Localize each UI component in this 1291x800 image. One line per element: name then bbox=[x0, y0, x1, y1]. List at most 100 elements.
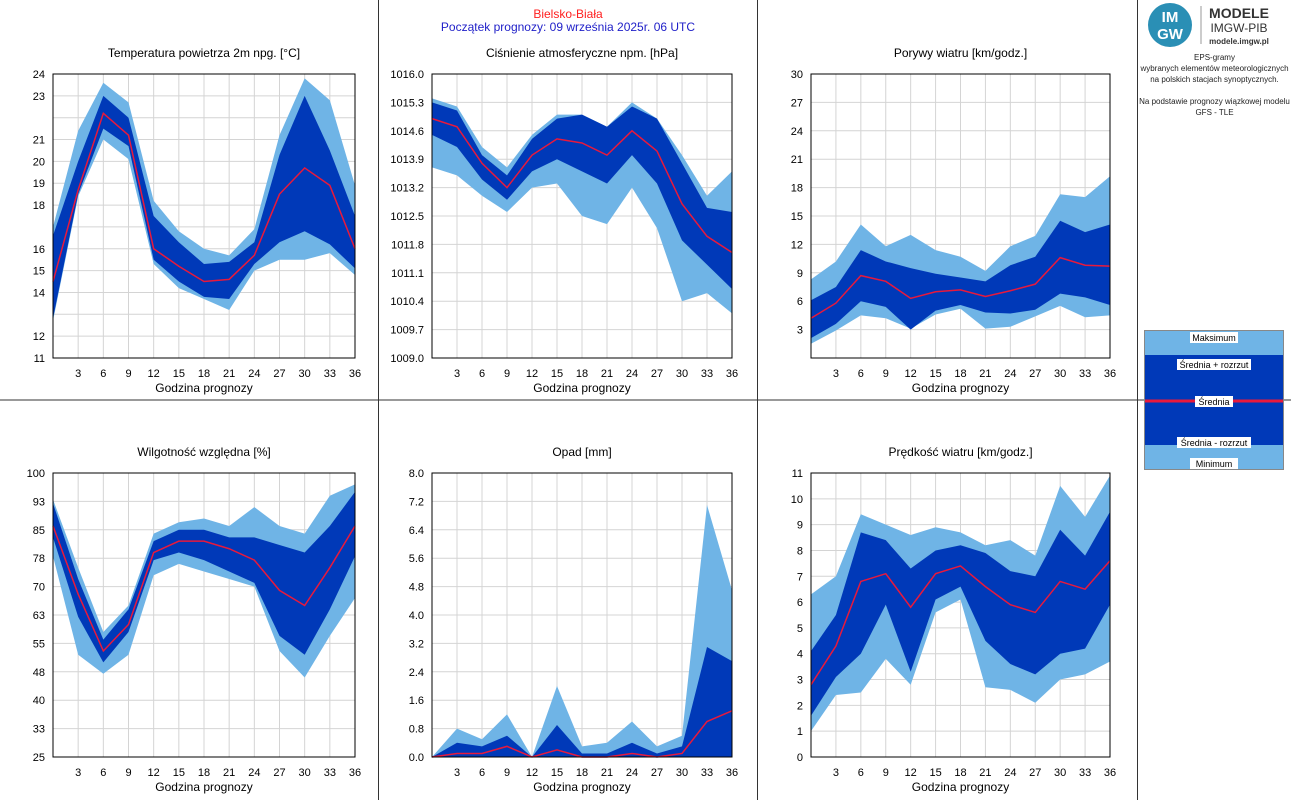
y-tick-label: 27 bbox=[791, 97, 803, 109]
x-tick-label: 6 bbox=[858, 767, 864, 779]
x-tick-label: 21 bbox=[223, 767, 235, 779]
y-tick-label: 30 bbox=[791, 69, 803, 81]
x-tick-label: 27 bbox=[273, 767, 285, 779]
y-tick-label: 1009.7 bbox=[390, 325, 424, 337]
y-tick-label: 21 bbox=[791, 154, 803, 166]
y-tick-label: 33 bbox=[33, 724, 45, 736]
x-tick-label: 30 bbox=[1054, 767, 1066, 779]
x-tick-label: 12 bbox=[905, 368, 917, 380]
plot-area-border bbox=[810, 472, 1111, 758]
x-tick-label: 30 bbox=[676, 368, 688, 380]
chart-title: Opad [mm] bbox=[552, 445, 611, 459]
y-tick-label: 1.6 bbox=[409, 695, 424, 707]
x-tick-label: 27 bbox=[1029, 368, 1041, 380]
spread-band bbox=[53, 491, 355, 663]
y-tick-label: 2.4 bbox=[409, 667, 424, 679]
description-line: wybranych elementów meteorologicznych bbox=[1140, 64, 1289, 73]
x-tick-label: 15 bbox=[173, 767, 185, 779]
x-tick-label: 30 bbox=[299, 767, 311, 779]
x-tick-label: 24 bbox=[1004, 368, 1016, 380]
y-tick-label: 19 bbox=[33, 178, 45, 190]
x-tick-label: 9 bbox=[883, 767, 889, 779]
y-tick-label: 25 bbox=[33, 752, 45, 764]
x-axis-label: Godzina prognozy bbox=[155, 780, 252, 794]
y-tick-label: 70 bbox=[33, 582, 45, 594]
x-tick-label: 18 bbox=[954, 767, 966, 779]
plot-area-border bbox=[431, 73, 733, 359]
y-tick-label: 85 bbox=[33, 525, 45, 537]
x-tick-label: 9 bbox=[883, 368, 889, 380]
y-tick-label: 24 bbox=[33, 69, 45, 81]
y-tick-label: 1011.1 bbox=[391, 268, 424, 280]
y-tick-label: 15 bbox=[33, 266, 45, 278]
y-tick-label: 6 bbox=[797, 296, 803, 308]
y-tick-label: 100 bbox=[27, 468, 45, 480]
x-tick-label: 6 bbox=[479, 368, 485, 380]
y-tick-label: 1013.9 bbox=[390, 154, 424, 166]
x-tick-label: 12 bbox=[148, 368, 160, 380]
legend-min-label: Minimum bbox=[1196, 459, 1233, 469]
y-tick-label: 23 bbox=[33, 91, 45, 103]
y-tick-label: 21 bbox=[33, 135, 45, 147]
x-tick-label: 9 bbox=[504, 767, 510, 779]
legend-lower-label: Średnia - rozrzut bbox=[1181, 437, 1248, 448]
chart-title: Ciśnienie atmosferyczne npm. [hPa] bbox=[486, 46, 678, 60]
chart-panel: Wilgotność względna [%]25334048556370788… bbox=[27, 445, 361, 794]
y-tick-label: 11 bbox=[792, 468, 803, 480]
x-tick-label: 15 bbox=[551, 767, 563, 779]
x-tick-label: 21 bbox=[979, 767, 991, 779]
y-tick-label: 48 bbox=[33, 667, 45, 679]
y-tick-label: 1011.8 bbox=[391, 239, 424, 251]
x-tick-label: 36 bbox=[726, 767, 738, 779]
mean-line bbox=[810, 560, 1111, 686]
chart-panel: Opad [mm] 0.0 0.8 1.6 2.4 3.2 4.0 4.8 5.6 6.4 7.2 8… bbox=[409, 445, 738, 794]
x-tick-label: 9 bbox=[125, 767, 131, 779]
legend-upper-label: Średnia + rozrzut bbox=[1180, 359, 1249, 370]
plot-area-border bbox=[52, 73, 356, 359]
y-tick-label: 1010.4 bbox=[390, 296, 424, 308]
x-tick-label: 9 bbox=[504, 368, 510, 380]
y-tick-label: 1012.5 bbox=[390, 211, 424, 223]
y-tick-label: 3.2 bbox=[409, 638, 424, 650]
x-tick-label: 27 bbox=[273, 368, 285, 380]
x-tick-label: 27 bbox=[651, 368, 663, 380]
legend: Maksimum Średnia + rozrzut Średnia Średn… bbox=[1144, 330, 1284, 470]
x-tick-label: 36 bbox=[1104, 767, 1116, 779]
x-tick-label: 36 bbox=[349, 368, 361, 380]
x-tick-label: 36 bbox=[1104, 368, 1116, 380]
x-tick-label: 18 bbox=[954, 368, 966, 380]
mean-line bbox=[52, 525, 356, 653]
spread-band bbox=[432, 102, 732, 290]
y-tick-label: 20 bbox=[33, 156, 45, 168]
x-tick-label: 6 bbox=[100, 368, 106, 380]
x-tick-label: 18 bbox=[576, 767, 588, 779]
y-tick-label: 1016.0 bbox=[390, 69, 424, 81]
chart-panel: Temperatura powietrza 2m npg. [°C] 11 12 14… bbox=[33, 46, 361, 395]
x-tick-label: 15 bbox=[551, 368, 563, 380]
x-tick-label: 33 bbox=[324, 368, 336, 380]
x-tick-label: 18 bbox=[198, 767, 210, 779]
mean-line bbox=[431, 117, 733, 254]
chart-panel: Prędkość wiatru [km/godz.]01234567891011… bbox=[791, 445, 1116, 794]
y-tick-label: 12 bbox=[33, 331, 45, 343]
x-tick-label: 24 bbox=[248, 368, 260, 380]
legend-mean-label: Średnia bbox=[1198, 396, 1229, 407]
x-tick-label: 18 bbox=[576, 368, 588, 380]
y-tick-label: 3 bbox=[797, 675, 803, 687]
chart-title: Wilgotność względna [%] bbox=[137, 445, 270, 459]
x-tick-label: 12 bbox=[526, 767, 538, 779]
x-tick-label: 33 bbox=[1079, 368, 1091, 380]
y-tick-label: 7.2 bbox=[409, 496, 424, 508]
y-tick-label: 0.0 bbox=[409, 752, 424, 764]
y-tick-label: 18 bbox=[791, 183, 803, 195]
x-tick-label: 21 bbox=[601, 368, 613, 380]
x-tick-label: 3 bbox=[454, 767, 460, 779]
x-tick-label: 36 bbox=[726, 368, 738, 380]
x-tick-label: 27 bbox=[1029, 767, 1041, 779]
y-tick-label: 1014.6 bbox=[390, 126, 424, 138]
y-tick-label: 11 bbox=[34, 353, 45, 365]
logo-letters-top: IM bbox=[1162, 9, 1179, 26]
x-tick-label: 3 bbox=[75, 368, 81, 380]
x-axis-label: Godzina prognozy bbox=[912, 780, 1009, 794]
brand-subtitle: IMGW-PIB bbox=[1210, 21, 1267, 35]
